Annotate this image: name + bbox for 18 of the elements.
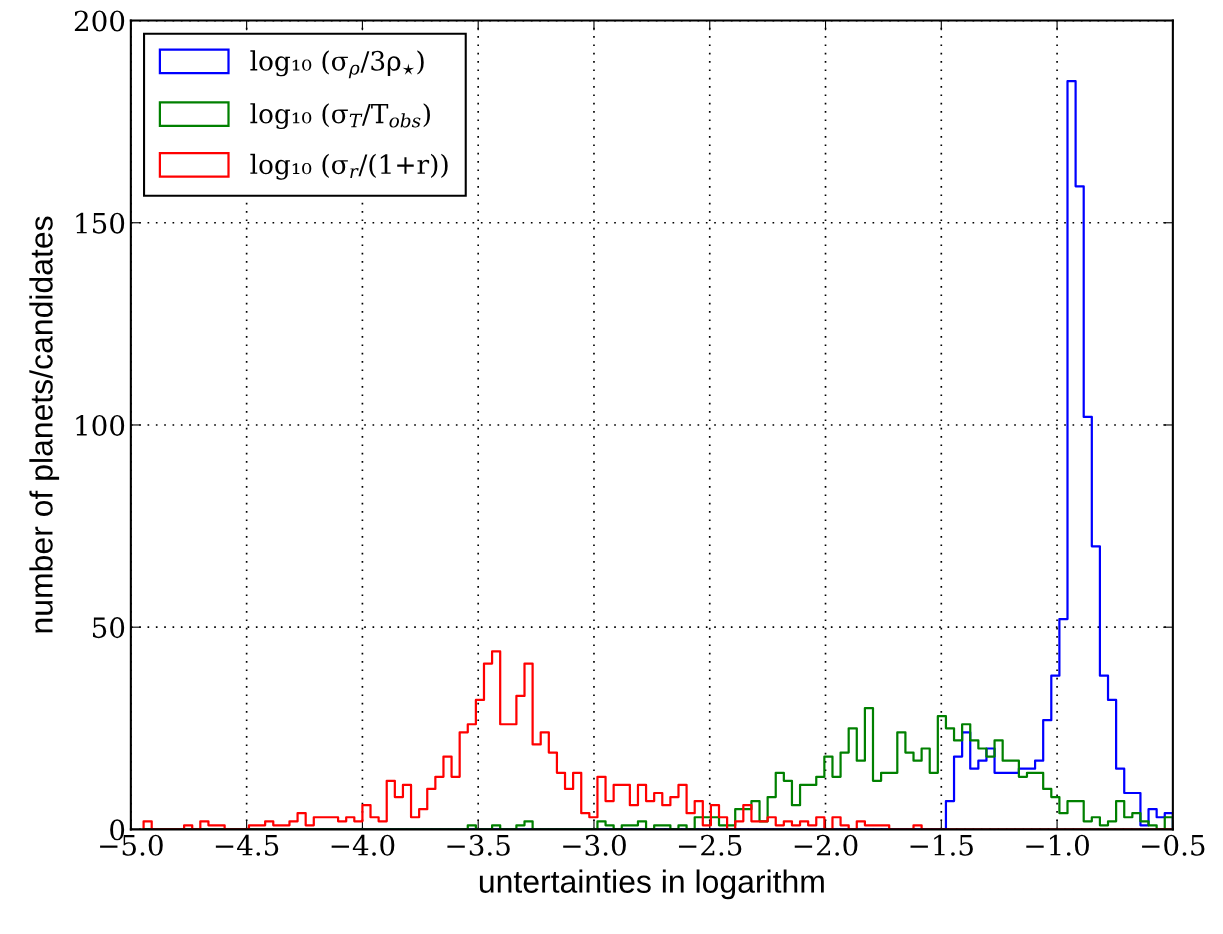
y-axis-title: number of planets/candidates	[29, 216, 60, 633]
x-tick-label: −4.0	[331, 834, 395, 856]
y-tick-label: 200	[74, 10, 125, 32]
x-axis-title: untertainties in logarithm	[479, 869, 824, 900]
legend-label: log₁₀ (σ$_{T}$/T$_{obs}$)	[250, 103, 430, 130]
x-tick-label: −2.0	[794, 834, 858, 856]
y-tick-label: 100	[76, 414, 125, 436]
x-tick-label: −3.0	[563, 834, 626, 856]
y-tick-label: 50	[93, 617, 125, 639]
y-tick-label: 150	[76, 212, 125, 234]
x-tick-label: −1.0	[1026, 834, 1089, 856]
legend-label: log₁₀ (σ$_{ρ}$/3ρ$_{⋆}$)	[250, 50, 424, 79]
x-tick-label: −1.5	[910, 834, 973, 856]
legend-label: log₁₀ (σ$_{r}$/(1+r))	[250, 153, 448, 180]
x-tick-label: −0.5	[1142, 834, 1205, 856]
x-tick-label: −4.5	[215, 834, 279, 856]
x-tick-label: −3.5	[447, 834, 510, 856]
x-tick-label: −2.5	[678, 834, 742, 856]
